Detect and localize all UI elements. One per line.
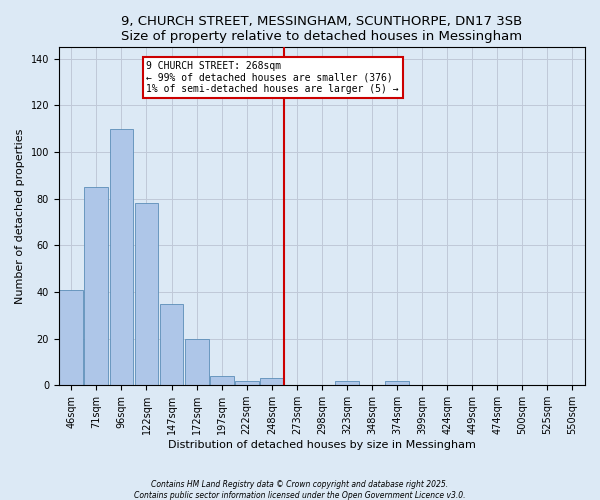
Text: Contains HM Land Registry data © Crown copyright and database right 2025.
Contai: Contains HM Land Registry data © Crown c… <box>134 480 466 500</box>
Bar <box>160 304 184 385</box>
Bar <box>210 376 233 385</box>
Bar <box>385 380 409 385</box>
Bar <box>59 290 83 385</box>
X-axis label: Distribution of detached houses by size in Messingham: Distribution of detached houses by size … <box>168 440 476 450</box>
Title: 9, CHURCH STREET, MESSINGHAM, SCUNTHORPE, DN17 3SB
Size of property relative to : 9, CHURCH STREET, MESSINGHAM, SCUNTHORPE… <box>121 15 523 43</box>
Bar <box>185 338 209 385</box>
Bar <box>335 380 359 385</box>
Bar <box>85 187 108 385</box>
Bar <box>110 128 133 385</box>
Bar <box>134 204 158 385</box>
Y-axis label: Number of detached properties: Number of detached properties <box>15 128 25 304</box>
Bar <box>235 380 259 385</box>
Bar <box>260 378 284 385</box>
Text: 9 CHURCH STREET: 268sqm
← 99% of detached houses are smaller (376)
1% of semi-de: 9 CHURCH STREET: 268sqm ← 99% of detache… <box>146 61 399 94</box>
